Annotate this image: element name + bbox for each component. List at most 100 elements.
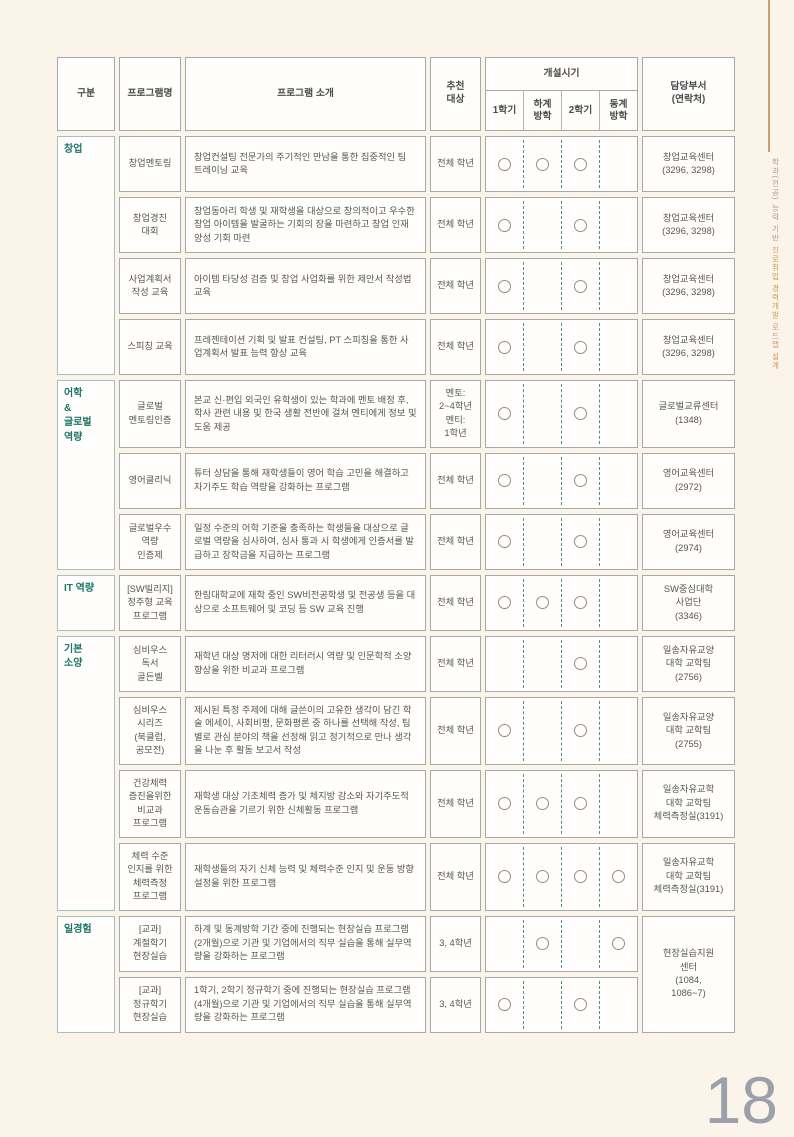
schedule-slot	[523, 201, 561, 249]
sidebar-text-accent: 진로취업 경력개발 로드맵 설계	[771, 245, 780, 371]
program-name-cell: 글로벌우수 역량 인증제	[119, 513, 181, 570]
program-table: 구분 프로그램명 프로그램 소개 추천 대상 개설시기 1학기 하계 방학 2학…	[57, 57, 735, 1038]
program-name-cell: 건강체력 증진을위한 비교과 프로그램	[119, 769, 181, 838]
schedule-slot	[561, 846, 599, 907]
dept-cell: 창업교육센터 (3296, 3298)	[642, 319, 735, 375]
program-name-cell: 심비우스 시리즈 (북클럽, 공모전)	[119, 696, 181, 765]
open-circle-icon	[574, 157, 587, 171]
program-name-cell: 글로벌 멘토링인증	[119, 380, 181, 448]
table-row: 건강체력 증진을위한 비교과 프로그램 재학생 대상 기초체력 증가 및 체지방 …	[119, 769, 735, 838]
schedule-slot	[523, 578, 561, 627]
schedule-cell	[485, 258, 638, 314]
program-group: 어학 & 글로벌 역량 글로벌 멘토링인증 본교 신·편입 외국인 유학생이 있는 …	[57, 380, 735, 570]
target-cell: 전체 학년	[430, 452, 481, 509]
dept-cell: 글로벌교류센터 (1348)	[642, 380, 735, 448]
program-name-cell: [교과] 계절학기 현장실습	[119, 915, 181, 972]
schedule-slot	[599, 919, 637, 968]
schedule-slot	[523, 323, 561, 371]
program-intro-cell: 아이템 타당성 검증 및 창업 사업화를 위한 제안서 작성법 교육	[185, 258, 426, 314]
schedule-slot	[523, 773, 561, 834]
table-row: 심비우스 독서 골든벨 재학년 대상 명저에 대한 리터러시 역량 및 인문학적 …	[119, 635, 735, 692]
schedule-slot	[523, 262, 561, 310]
table-row: 체력 수준 인지를 위한 체력측정 프로그램 재학생들의 자기 신체 능력 및 체…	[119, 842, 735, 911]
schedule-slot	[561, 639, 599, 688]
schedule-slot	[486, 518, 523, 566]
program-intro-cell: 프레젠테이션 기획 및 발표 컨설팅, PT 스피칭을 통한 사업계획서 발표 …	[185, 319, 426, 375]
schedule-cell	[485, 197, 638, 253]
table-row: 영어클리닉 튜터 상담을 통해 재학생들이 영어 학습 고민을 해결하고 자기주도…	[119, 452, 735, 509]
dept-cell: 일송자유교학 대학 교학팀 체력측정실(3191)	[642, 769, 735, 838]
schedule-slot	[523, 700, 561, 761]
table-row: 심비우스 시리즈 (북클럽, 공모전) 제시된 특정 주제에 대해 글쓴이의 고유…	[119, 696, 735, 765]
program-name-cell: 심비우스 독서 골든벨	[119, 635, 181, 692]
schedule-slot	[599, 980, 637, 1029]
schedule-slot	[561, 262, 599, 310]
schedule-cell	[485, 976, 638, 1033]
group-rows: [SW빌리지] 정주형 교육 프로그램 한림대학교에 재학 중인 SW비전공학생 …	[119, 574, 735, 631]
header-department: 담당부서 (연락처)	[642, 57, 735, 131]
target-cell: 전체 학년	[430, 696, 481, 765]
program-group: IT 역량 [SW빌리지] 정주형 교육 프로그램 한림대학교에 재학 중인 SW비…	[57, 574, 735, 631]
schedule-slot	[599, 384, 637, 444]
open-circle-icon	[536, 797, 549, 811]
schedule-slot	[561, 919, 599, 968]
schedule-slot	[561, 456, 599, 505]
program-intro-cell: 튜터 상담을 통해 재학생들이 영어 학습 고민을 해결하고 자기주도 학습 역…	[185, 452, 426, 509]
schedule-slot	[486, 384, 523, 444]
group-rows: 심비우스 독서 골든벨 재학년 대상 명저에 대한 리터러시 역량 및 인문학적 …	[119, 635, 735, 911]
schedule-slot	[599, 262, 637, 310]
program-intro-cell: 1학기, 2학기 정규학기 중에 진행되는 현장실습 프로그램(4개월)으로 기…	[185, 976, 426, 1033]
schedule-slot	[523, 980, 561, 1029]
schedule-slot	[486, 323, 523, 371]
open-circle-icon	[574, 407, 587, 421]
target-cell: 전체 학년	[430, 258, 481, 314]
group-label-cell: 기본 소양	[57, 635, 115, 911]
open-circle-icon	[574, 797, 587, 811]
open-circle-icon	[574, 596, 587, 610]
schedule-slot	[599, 201, 637, 249]
schedule-slot	[486, 579, 523, 627]
target-cell: 3, 4학년	[430, 976, 481, 1033]
group-label-cell: 창업	[57, 136, 115, 375]
header-target: 추천 대상	[430, 57, 481, 131]
dept-cell: SW중심대학 사업단 (3346)	[642, 574, 735, 631]
open-circle-icon	[498, 218, 511, 232]
open-circle-icon	[574, 279, 587, 293]
schedule-cell	[485, 136, 638, 192]
schedule-slot	[486, 140, 523, 188]
schedule-slot	[523, 517, 561, 566]
schedule-slot	[599, 639, 637, 688]
schedule-cell	[485, 574, 638, 631]
open-circle-icon	[536, 870, 549, 884]
program-intro-cell: 하계 및 동계방학 기간 중에 진행되는 현장실습 프로그램(2개월)으로 기관…	[185, 915, 426, 972]
schedule-slot	[561, 517, 599, 566]
table-row: [SW빌리지] 정주형 교육 프로그램 한림대학교에 재학 중인 SW비전공학생 …	[119, 574, 735, 631]
schedule-slot	[486, 847, 523, 907]
schedule-slot	[486, 981, 523, 1029]
open-circle-icon	[574, 218, 587, 232]
group-label-cell: 일경험	[57, 915, 115, 1033]
open-circle-icon	[498, 797, 511, 811]
schedule-slot	[486, 201, 523, 249]
open-circle-icon	[498, 407, 511, 421]
open-circle-icon	[574, 724, 587, 738]
schedule-slot	[561, 700, 599, 761]
program-intro-cell: 본교 신·편입 외국인 유학생이 있는 학과에 멘토 배정 후, 학사 관련 내…	[185, 380, 426, 448]
group-body: [교과] 계절학기 현장실습 하계 및 동계방학 기간 중에 진행되는 현장실습 …	[119, 915, 735, 1033]
schedule-cell	[485, 915, 638, 972]
target-cell: 전체 학년	[430, 513, 481, 570]
schedule-slot	[599, 578, 637, 627]
header-program-intro: 프로그램 소개	[185, 57, 426, 131]
schedule-slot	[561, 980, 599, 1029]
schedule-slot	[523, 846, 561, 907]
group-label-cell: 어학 & 글로벌 역량	[57, 380, 115, 570]
open-circle-icon	[612, 870, 625, 884]
table-row: 창업멘토링 창업컨설팅 전문가의 주기적인 만남을 통한 집중적인 팀 트레이닝 …	[119, 136, 735, 192]
schedule-slot	[599, 140, 637, 188]
open-circle-icon	[536, 157, 549, 171]
program-name-cell: 영어클리닉	[119, 452, 181, 509]
schedule-cell	[485, 769, 638, 838]
open-circle-icon	[498, 157, 511, 171]
schedule-slot	[561, 384, 599, 444]
